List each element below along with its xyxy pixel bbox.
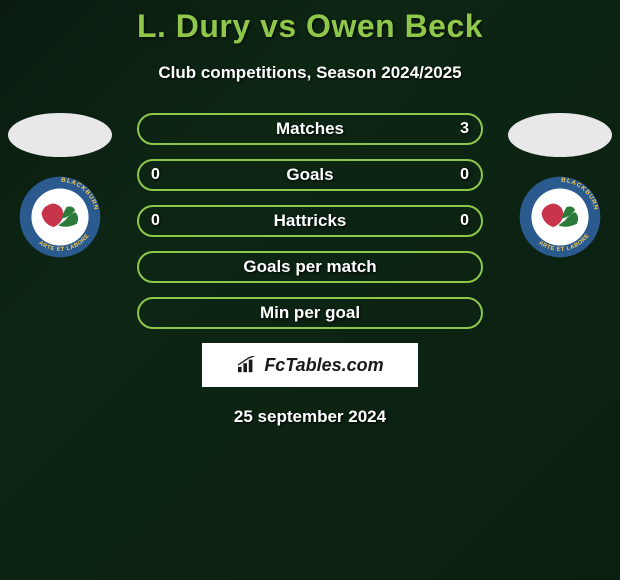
stat-label: Min per goal bbox=[260, 303, 360, 323]
stat-row-min-per-goal: Min per goal bbox=[137, 297, 483, 329]
stat-value-right: 0 bbox=[460, 166, 469, 184]
stat-value-right: 0 bbox=[460, 212, 469, 230]
stat-row-matches: Matches 3 bbox=[137, 113, 483, 145]
brand-text: FcTables.com bbox=[264, 355, 383, 376]
stat-label: Matches bbox=[276, 119, 344, 139]
player-avatar-right bbox=[508, 113, 612, 157]
branding-box[interactable]: FcTables.com bbox=[202, 343, 418, 387]
player-avatar-left bbox=[8, 113, 112, 157]
stat-row-goals: 0 Goals 0 bbox=[137, 159, 483, 191]
club-crest-icon: BLACKBURN ARTE ET LABORE bbox=[518, 175, 602, 259]
bar-chart-icon bbox=[236, 356, 258, 374]
stat-rows: Matches 3 0 Goals 0 0 Hattricks 0 Goals … bbox=[137, 113, 483, 329]
stat-label: Hattricks bbox=[274, 211, 347, 231]
page-title: L. Dury vs Owen Beck bbox=[0, 8, 620, 45]
stats-area: BLACKBURN ARTE ET LABORE BLACKBURN ARTE … bbox=[0, 113, 620, 427]
subtitle: Club competitions, Season 2024/2025 bbox=[0, 63, 620, 83]
stat-row-hattricks: 0 Hattricks 0 bbox=[137, 205, 483, 237]
stat-label: Goals per match bbox=[243, 257, 376, 277]
stat-value-left: 0 bbox=[151, 212, 160, 230]
stat-row-goals-per-match: Goals per match bbox=[137, 251, 483, 283]
club-crest-icon: BLACKBURN ARTE ET LABORE bbox=[18, 175, 102, 259]
club-badge-right: BLACKBURN ARTE ET LABORE bbox=[518, 175, 602, 259]
comparison-card: L. Dury vs Owen Beck Club competitions, … bbox=[0, 0, 620, 427]
club-badge-left: BLACKBURN ARTE ET LABORE bbox=[18, 175, 102, 259]
stat-value-left: 0 bbox=[151, 166, 160, 184]
date-text: 25 september 2024 bbox=[0, 407, 620, 427]
stat-label: Goals bbox=[286, 165, 333, 185]
stat-value-right: 3 bbox=[460, 120, 469, 138]
